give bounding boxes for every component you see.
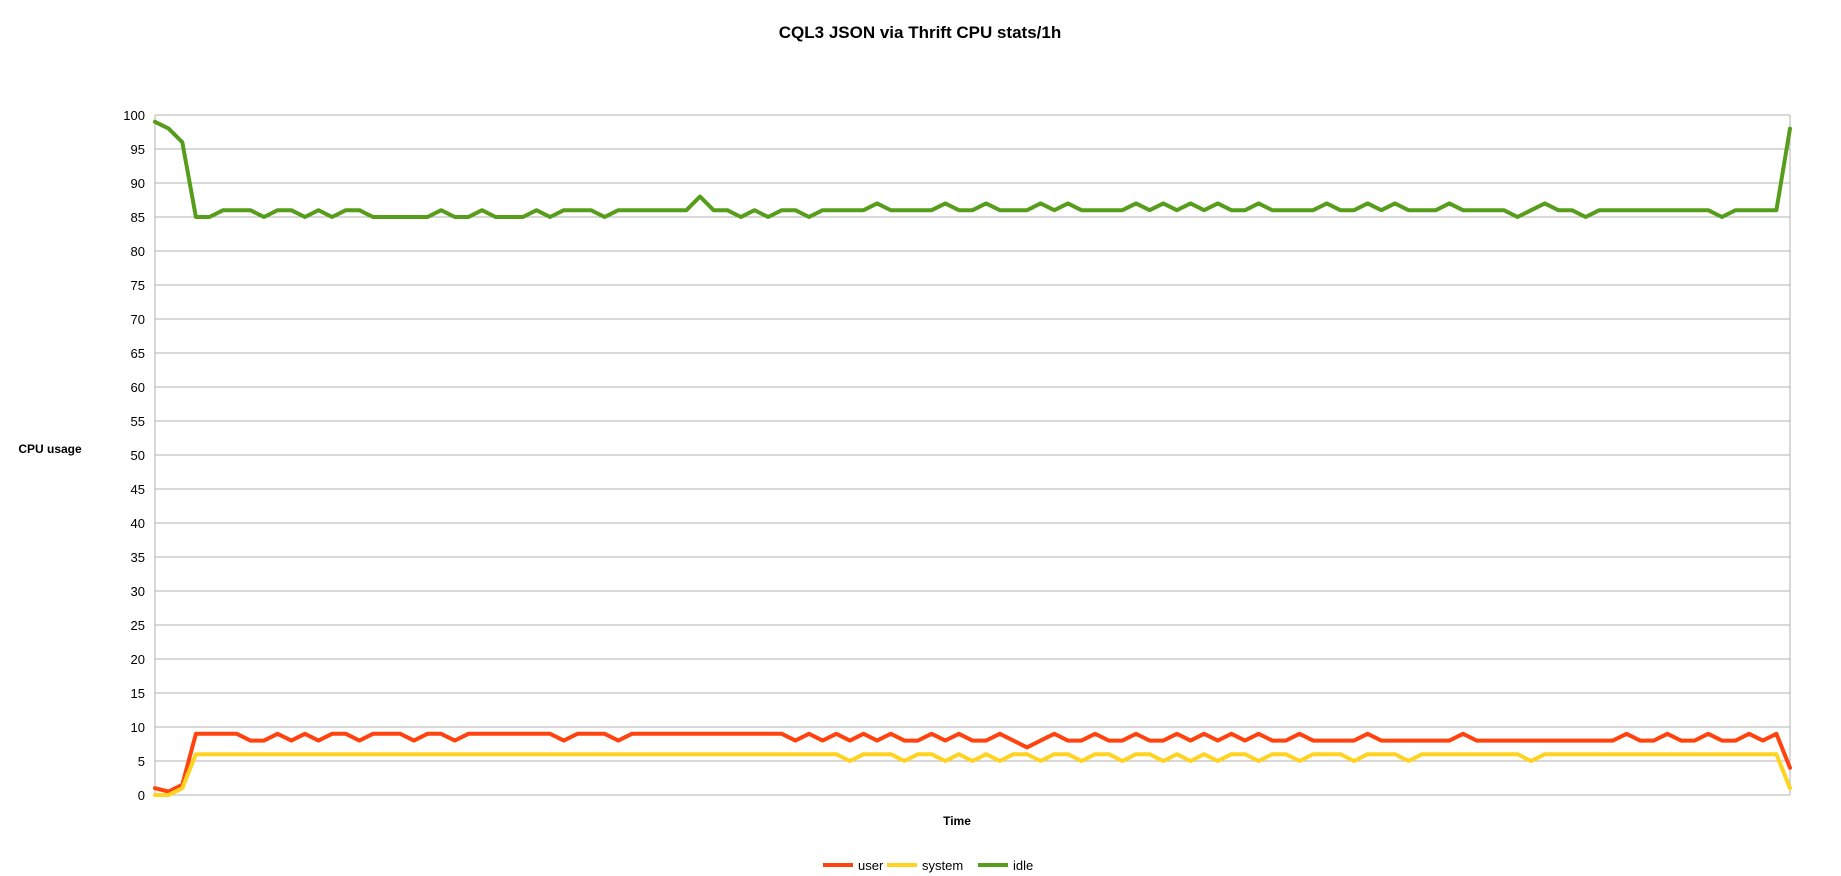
y-tick-label: 15 [131,686,145,701]
y-tick-label: 75 [131,278,145,293]
y-tick-label: 90 [131,176,145,191]
y-tick-label: 50 [131,448,145,463]
y-tick-label: 95 [131,142,145,157]
legend: user system idle [823,858,1033,873]
y-axis-label: CPU usage [18,442,82,456]
y-tick-label: 35 [131,550,145,565]
y-tick-label: 100 [123,108,145,123]
y-tick-label: 45 [131,482,145,497]
legend-label-user: user [858,858,884,873]
y-tick-label: 60 [131,380,145,395]
series-line-user [153,731,1792,794]
y-tick-label: 30 [131,584,145,599]
series-line-system [153,752,1792,797]
series-lines [153,119,1792,797]
y-tick-label: 10 [131,720,145,735]
y-tick-label: 65 [131,346,145,361]
chart-title: CQL3 JSON via Thrift CPU stats/1h [779,23,1061,42]
grid [154,114,1791,796]
x-axis-label: Time [943,814,971,828]
series-line-idle [153,119,1792,219]
y-tick-label: 70 [131,312,145,327]
y-tick-label: 85 [131,210,145,225]
y-tick-label: 55 [131,414,145,429]
y-tick-label: 20 [131,652,145,667]
y-tick-label: 25 [131,618,145,633]
y-axis-ticks: 0 5 10 15 20 25 30 35 40 45 50 55 60 65 70 75 80 85 90 95 10… [123,108,145,803]
legend-label-system: system [922,858,963,873]
y-tick-label: 0 [138,788,145,803]
y-tick-label: 80 [131,244,145,259]
legend-label-idle: idle [1013,858,1033,873]
y-tick-label: 5 [138,754,145,769]
y-tick-label: 40 [131,516,145,531]
